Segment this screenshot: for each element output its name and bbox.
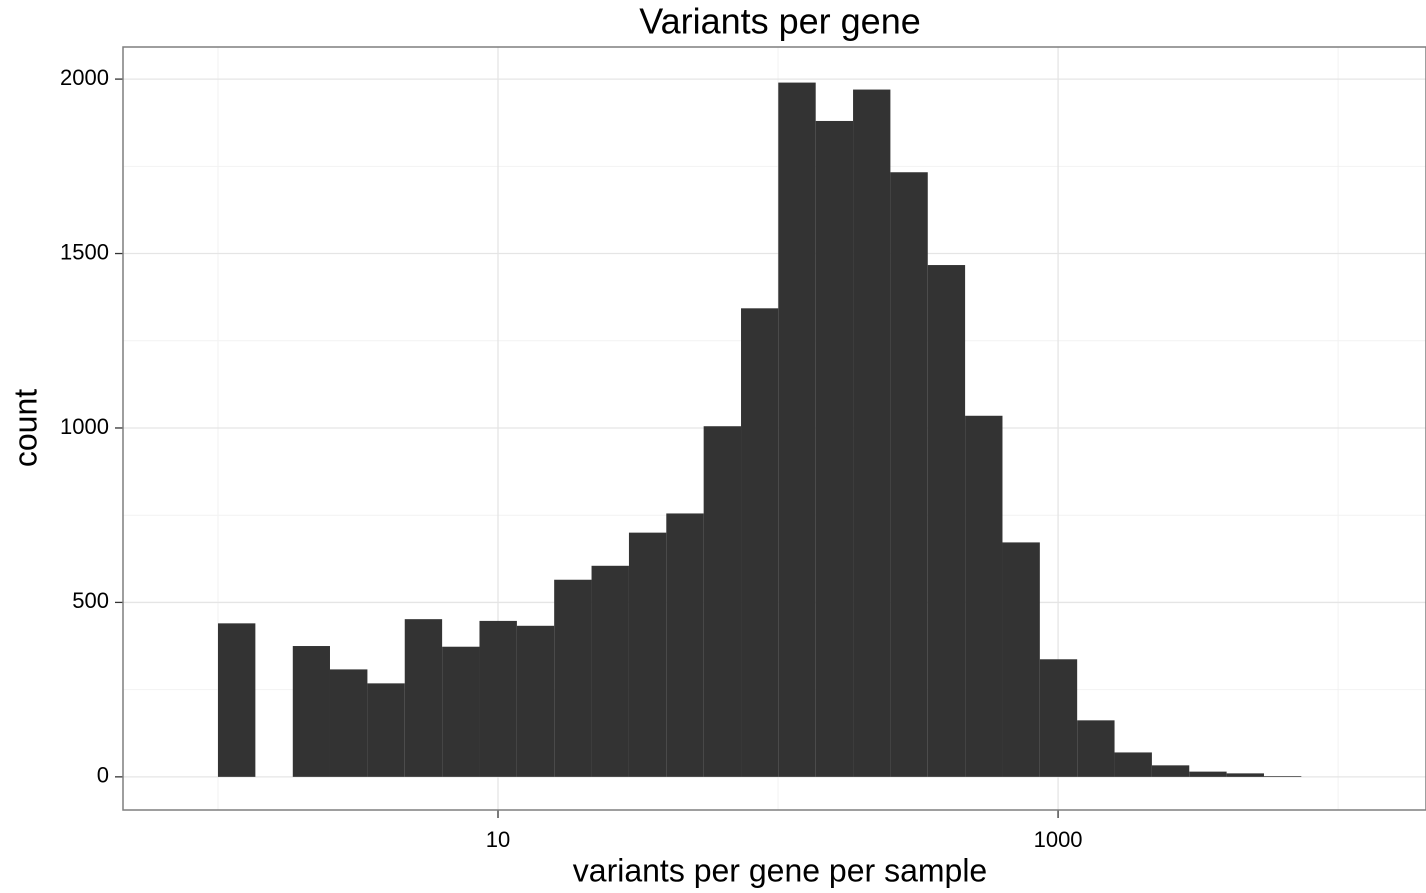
bar (554, 579, 592, 777)
y-tick-label: 1500 (60, 239, 109, 264)
bar (1002, 542, 1040, 777)
y-axis-label: count (7, 389, 43, 467)
y-tick-label: 500 (72, 588, 109, 613)
bar (404, 619, 443, 777)
y-tick-label: 1000 (60, 414, 109, 439)
bar (890, 172, 928, 777)
bar (1263, 776, 1302, 777)
bar (927, 265, 966, 777)
x-tick-label: 1000 (1034, 827, 1083, 852)
bar (815, 120, 854, 777)
bar (703, 426, 742, 777)
bar (217, 623, 256, 777)
panel-border (122, 46, 1426, 811)
bar (1226, 773, 1264, 777)
bar (367, 683, 405, 777)
bar (516, 625, 555, 777)
bar (741, 308, 779, 777)
x-axis-label: variants per gene per sample (573, 852, 987, 888)
y-tick-label: 0 (97, 763, 109, 788)
x-tick-label: 10 (486, 827, 510, 852)
bar (292, 646, 330, 777)
bar (853, 89, 891, 777)
bar (1189, 771, 1227, 777)
bar (628, 532, 667, 777)
bar (591, 565, 629, 777)
bar (778, 82, 816, 777)
chart-title: Variants per gene (639, 1, 921, 42)
bar (1039, 659, 1078, 777)
bar (1077, 720, 1115, 777)
bar (479, 620, 517, 777)
bar (965, 415, 1003, 777)
bar (442, 646, 480, 777)
bar (1151, 765, 1190, 777)
bar (1114, 752, 1152, 777)
bar (666, 513, 704, 777)
bar (329, 669, 368, 777)
y-tick-label: 2000 (60, 65, 109, 90)
